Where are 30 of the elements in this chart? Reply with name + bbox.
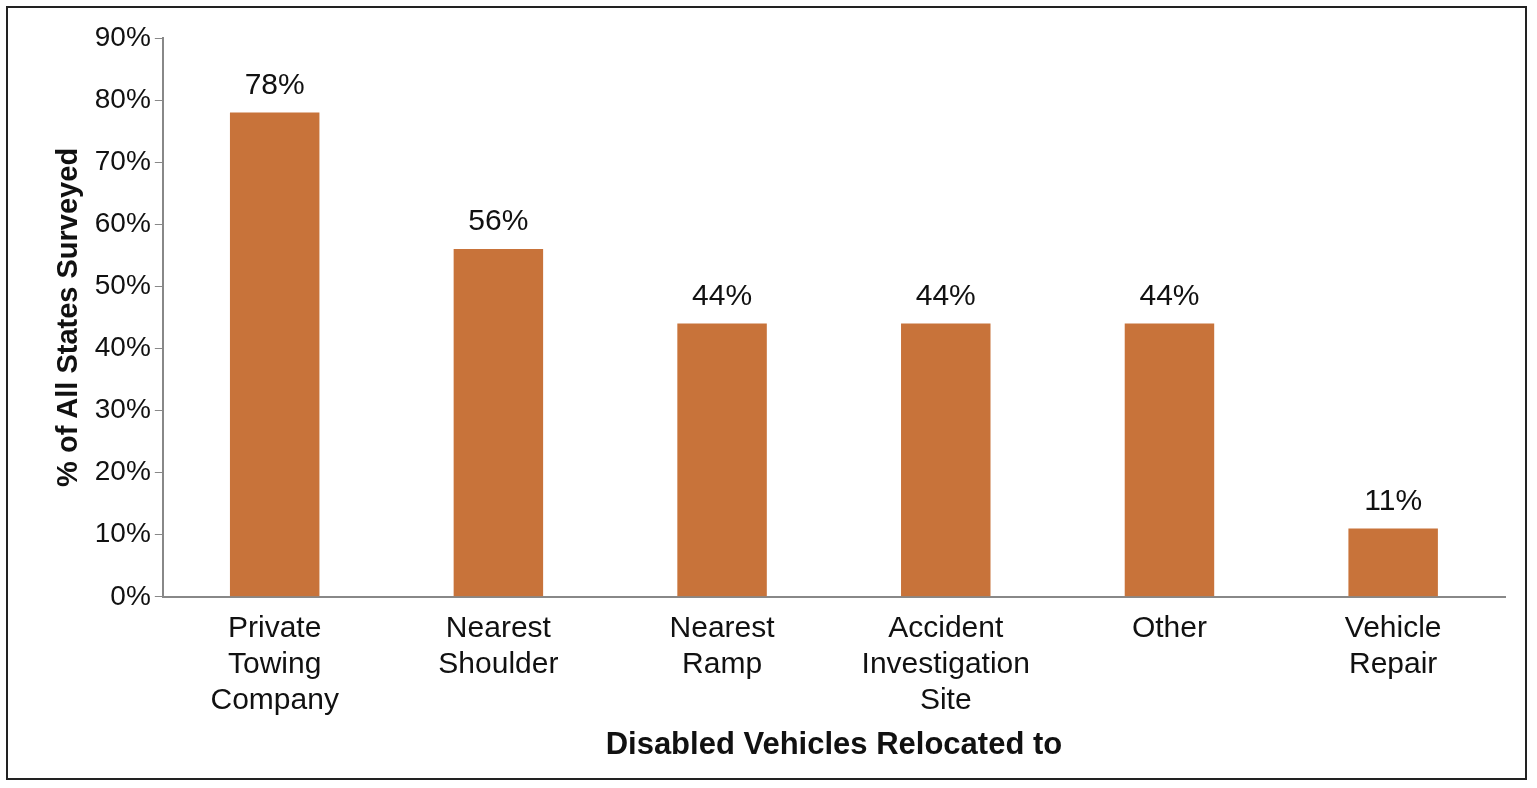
- data-label: 44%: [692, 277, 753, 311]
- y-tick-label: 0%: [110, 579, 151, 611]
- data-label: 78%: [244, 66, 305, 100]
- bar: [453, 249, 544, 597]
- data-label: 11%: [1364, 482, 1423, 516]
- x-tick-label: Accident Investigation Site: [861, 610, 1030, 716]
- y-axis-title: % of All States Surveyed: [51, 147, 84, 487]
- y-tick-label: 20%: [94, 455, 151, 487]
- y-tick-label: 10%: [94, 517, 151, 549]
- bar: [1124, 323, 1215, 597]
- y-tick-label: 30%: [94, 393, 151, 425]
- bar: [677, 323, 767, 597]
- data-label: 56%: [468, 203, 529, 237]
- x-tick-label: Other: [1131, 610, 1207, 644]
- y-tick-label: 50%: [94, 269, 151, 301]
- data-label: 44%: [1139, 277, 1200, 311]
- bar: [901, 323, 991, 597]
- x-tick-label: Private Towing Company: [210, 610, 339, 716]
- bar: [1348, 528, 1438, 597]
- x-tick-label: Nearest Shoulder: [438, 610, 559, 680]
- x-tick-label: Nearest Ramp: [669, 610, 776, 680]
- y-tick-label: 80%: [94, 82, 151, 114]
- x-axis-title: Disabled Vehicles Relocated to: [605, 725, 1063, 761]
- data-label: 44%: [915, 277, 976, 311]
- y-tick-label: 60%: [94, 206, 151, 238]
- x-tick-label: Vehicle Repair: [1344, 610, 1442, 680]
- y-tick-label: 70%: [94, 144, 151, 176]
- y-tick-label: 40%: [94, 331, 151, 363]
- y-tick-label: 90%: [94, 20, 151, 52]
- bar: [229, 112, 320, 597]
